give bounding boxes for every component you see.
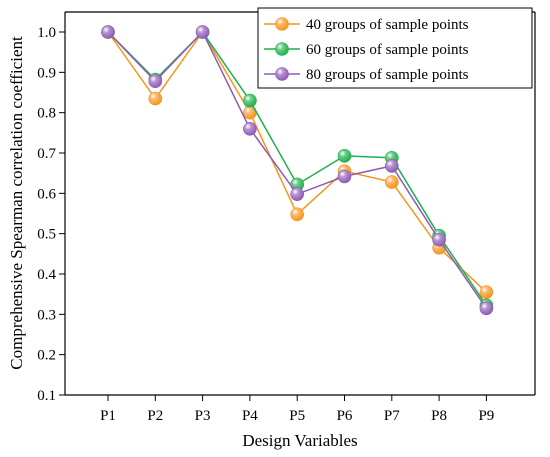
data-point: [290, 187, 305, 201]
x-tick-label: P1: [100, 408, 116, 424]
data-point: [243, 122, 257, 136]
legend-item: 40 groups of sample points: [264, 17, 469, 33]
data-point: [384, 159, 399, 173]
data-point: [290, 207, 305, 222]
data-point: [148, 91, 163, 106]
y-tick-label: 0.4: [37, 267, 56, 283]
legend-label: 60 groups of sample points: [306, 42, 469, 58]
x-tick-label: P9: [478, 408, 494, 424]
data-point: [337, 149, 352, 163]
legend-marker: [275, 42, 289, 56]
y-tick-label: 0.7: [37, 146, 56, 162]
x-tick-label: P6: [337, 408, 353, 424]
legend-box: [257, 7, 533, 89]
legend: 40 groups of sample points 60 groups of s…: [257, 7, 533, 89]
data-point: [195, 25, 210, 39]
data-point: [243, 93, 257, 108]
y-axis-title: Comprehensive Spearman correlation coeff…: [7, 36, 26, 370]
x-axis-ticks: P1 P2 P3 P4 P5 P6 P7 P8 P9: [100, 395, 494, 424]
y-tick-label: 0.8: [37, 106, 56, 122]
legend-label: 80 groups of sample points: [306, 67, 469, 83]
series-layer: [101, 25, 494, 316]
data-point: [337, 169, 352, 184]
legend-item: 60 groups of sample points: [264, 42, 469, 58]
x-tick-label: P2: [147, 408, 163, 424]
data-point: [101, 25, 115, 39]
x-tick-label: P3: [195, 408, 211, 424]
x-tick-label: P8: [431, 408, 447, 424]
y-axis-ticks: 0.1 0.2 0.3 0.4 0.5 0.6 0.7 0.8 0.9 1.0: [37, 25, 65, 404]
y-tick-label: 0.9: [37, 65, 56, 81]
legend-item: 80 groups of sample points: [264, 67, 469, 83]
x-tick-label: P4: [242, 408, 258, 424]
y-tick-label: 0.1: [37, 388, 56, 404]
x-tick-label: P5: [289, 408, 305, 424]
data-point: [479, 285, 494, 299]
y-tick-label: 0.5: [37, 227, 56, 243]
data-point: [432, 232, 446, 247]
y-tick-label: 0.2: [37, 348, 56, 364]
x-tick-label: P7: [384, 408, 400, 424]
y-tick-label: 0.6: [37, 186, 56, 202]
data-point: [384, 175, 399, 189]
legend-label: 40 groups of sample points: [306, 17, 469, 33]
legend-marker: [275, 67, 289, 81]
series-3: [101, 25, 494, 316]
data-point: [148, 74, 163, 89]
legend-marker: [275, 17, 289, 31]
y-tick-label: 1.0: [37, 25, 56, 41]
data-point: [479, 301, 494, 316]
x-axis-title: Design Variables: [242, 431, 357, 450]
y-tick-label: 0.3: [37, 307, 56, 323]
